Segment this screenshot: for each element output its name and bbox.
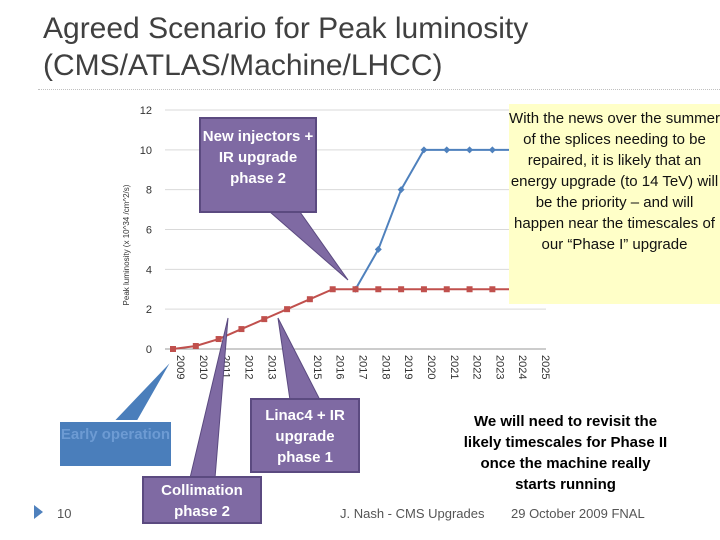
baseline-point <box>192 343 199 350</box>
title-line-2: (CMS/ATLAS/Machine/LHCC) <box>43 49 443 82</box>
baseline-point <box>443 286 450 293</box>
upgrade-point <box>420 146 428 154</box>
y-tick-label: 12 <box>140 105 152 117</box>
upgrade-point <box>374 245 382 253</box>
baseline-point <box>466 286 473 293</box>
new-injectors-callout: New injectors + IR upgrade phase 2 <box>199 117 317 213</box>
baseline-point <box>284 306 291 313</box>
new-injectors-text: New injectors + IR upgrade phase 2 <box>202 128 314 187</box>
news-text: With the news over the summer of the spl… <box>509 110 720 253</box>
x-tick-label: 2020 <box>425 355 437 379</box>
y-tick-label: 8 <box>146 185 152 197</box>
upgrade-point <box>466 146 474 154</box>
series-line-1 <box>172 288 538 350</box>
news-callout: With the news over the summer of the spl… <box>509 104 720 304</box>
slide-title: Agreed Scenario for Peak luminosity (CMS… <box>43 10 643 84</box>
x-tick-label: 2018 <box>379 355 391 379</box>
title-divider <box>38 89 720 90</box>
y-tick-label: 4 <box>146 264 152 276</box>
baseline-point <box>329 286 336 293</box>
page-number: 10 <box>57 506 72 521</box>
linac4-callout: Linac4 + IR upgrade phase 1 <box>250 398 360 473</box>
collimation-text: Collimation phase 2 <box>161 482 243 520</box>
baseline-point <box>489 286 496 293</box>
early-operation-text: Early operation <box>60 426 171 443</box>
x-tick-label: 2010 <box>197 355 209 379</box>
x-tick-label: 2019 <box>402 355 414 379</box>
x-tick-label: 2011 <box>220 355 232 379</box>
baseline-point <box>238 326 245 333</box>
y-axis-label: Peak luminosity (x 10^34 /cm^2/s) <box>122 184 131 305</box>
x-tick-label: 2024 <box>516 355 528 379</box>
upgrade-point <box>443 146 451 154</box>
footer-author: J. Nash - CMS Upgrades <box>340 506 485 521</box>
revisit-text: We will need to revisit the likely times… <box>463 413 668 493</box>
x-tick-label: 2012 <box>242 355 254 379</box>
revisit-callout: We will need to revisit the likely times… <box>458 411 673 501</box>
x-tick-label: 2014 <box>288 355 300 379</box>
x-tick-label: 2025 <box>539 355 550 379</box>
x-tick-label: 2009 <box>174 355 186 379</box>
baseline-point <box>261 316 268 323</box>
linac4-text: Linac4 + IR upgrade phase 1 <box>265 407 345 466</box>
baseline-point <box>352 286 359 293</box>
title-line-1: Agreed Scenario for Peak luminosity <box>43 12 529 45</box>
y-tick-label: 2 <box>146 304 152 316</box>
collimation-callout: Collimation phase 2 <box>142 476 262 524</box>
baseline-point <box>420 286 427 293</box>
y-tick-label: 0 <box>146 344 152 356</box>
early-operation-callout: Early operation <box>58 420 173 468</box>
y-axis-ticks: 0 2 4 6 8 10 12 <box>140 105 152 356</box>
x-tick-label: 2022 <box>471 355 483 379</box>
x-tick-label: 2023 <box>493 355 505 379</box>
baseline-point <box>170 346 176 352</box>
x-tick-label: 2016 <box>334 355 346 379</box>
y-tick-label: 10 <box>140 145 152 157</box>
x-tick-label: 2015 <box>311 355 323 379</box>
baseline-point <box>398 286 405 293</box>
baseline-point <box>306 296 313 303</box>
x-axis-ticks: 2009 2010 2011 2012 2013 2014 2015 2016 2017 2018… <box>174 355 550 379</box>
x-tick-label: 2017 <box>357 355 369 379</box>
x-tick-label: 2021 <box>448 355 460 379</box>
upgrade-point <box>397 186 405 194</box>
series-points <box>170 146 542 352</box>
footer-date: 29 October 2009 FNAL <box>511 506 645 521</box>
baseline-point <box>375 286 382 293</box>
y-tick-label: 6 <box>146 225 152 237</box>
bullet-icon <box>34 505 43 519</box>
baseline-point <box>215 336 222 343</box>
upgrade-point <box>488 146 496 154</box>
x-tick-label: 2013 <box>265 355 277 379</box>
